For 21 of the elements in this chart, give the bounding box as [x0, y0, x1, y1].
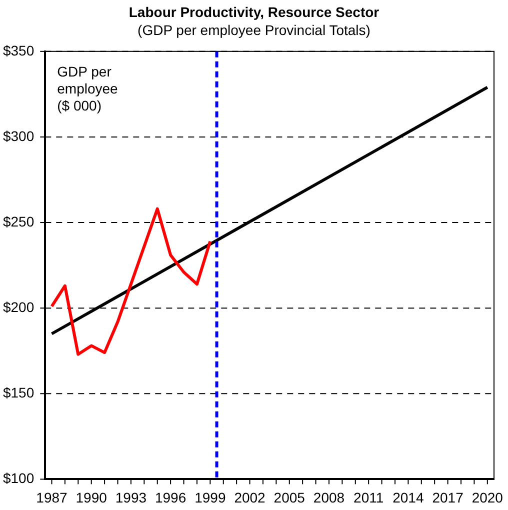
y-tick-label: $300	[2, 128, 34, 144]
x-tick-label: 1993	[115, 489, 147, 506]
chart-subtitle: (GDP per employee Provincial Totals)	[136, 22, 372, 38]
y-tick-label: $100	[2, 470, 34, 486]
y-tick-label: $250	[2, 213, 34, 230]
x-tick-label: 2020	[472, 489, 504, 506]
x-tick-label: 2008	[313, 489, 345, 506]
annotation: GDP per employee ($ 000)	[57, 63, 118, 114]
x-tick-label: 2005	[274, 489, 306, 506]
x-tick-label: 2011	[354, 489, 384, 506]
chart-title: Labour Productivity, Resource Sector	[128, 4, 380, 20]
y-tick-label: $150	[2, 384, 34, 400]
y-tick-label: $350	[2, 42, 34, 58]
x-tick-label: 2017	[432, 489, 464, 506]
y-tick-label: $200	[2, 298, 34, 315]
x-tick-label: 1987	[36, 489, 68, 506]
x-tick-label: 2002	[234, 489, 266, 506]
x-tick-label: 1990	[76, 489, 108, 506]
x-tick-label: 1996	[154, 489, 186, 506]
x-tick-label: 1999	[194, 489, 226, 506]
x-tick-label: 2014	[392, 489, 424, 506]
